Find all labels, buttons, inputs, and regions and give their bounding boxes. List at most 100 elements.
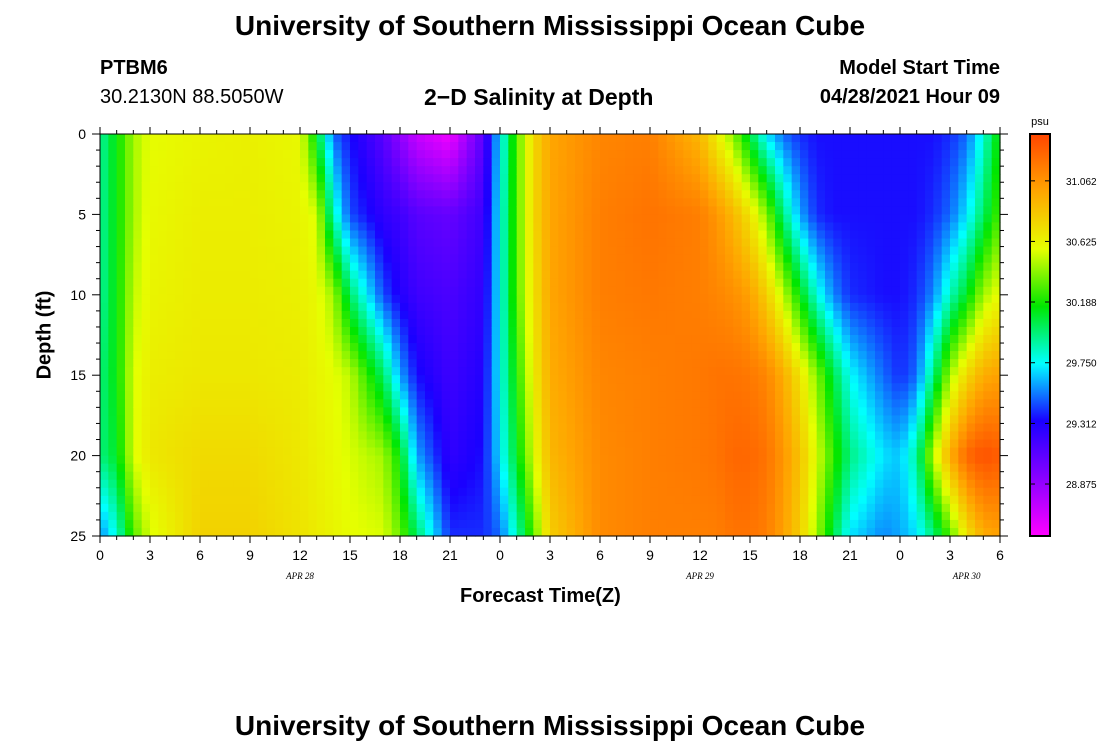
heatmap-cell	[200, 190, 209, 199]
heatmap-cell	[533, 423, 543, 433]
heatmap-cell	[341, 158, 351, 167]
heatmap-cell	[883, 302, 893, 312]
heatmap-cell	[766, 367, 776, 376]
heatmap-cell	[833, 487, 843, 497]
heatmap-cell	[308, 206, 318, 215]
heatmap-cell	[841, 359, 851, 368]
heatmap-cell	[891, 270, 901, 280]
heatmap-cell	[825, 166, 834, 175]
heatmap-cell	[758, 270, 768, 280]
heatmap-cell	[416, 310, 426, 320]
heatmap-cell	[216, 174, 226, 183]
heatmap-cell	[350, 150, 359, 159]
heatmap-cell	[600, 463, 609, 473]
heatmap-cell	[650, 439, 659, 449]
heatmap-cell	[908, 431, 918, 441]
heatmap-cell	[183, 383, 193, 392]
heatmap-cell	[491, 487, 501, 497]
heatmap-cell	[733, 495, 743, 505]
heatmap-cell	[750, 431, 759, 441]
heatmap-cell	[658, 182, 668, 191]
heatmap-cell	[583, 391, 593, 400]
heatmap-cell	[541, 423, 551, 433]
heatmap-cell	[216, 150, 226, 159]
heatmap-cell	[833, 230, 843, 240]
heatmap-cell	[591, 326, 601, 336]
heatmap-cell	[658, 527, 668, 537]
heatmap-cell	[183, 206, 193, 215]
heatmap-cell	[883, 343, 893, 352]
heatmap-cell	[741, 415, 751, 425]
heatmap-cell	[550, 326, 559, 336]
heatmap-cell	[116, 343, 126, 352]
heatmap-cell	[841, 230, 851, 240]
heatmap-cell	[508, 310, 518, 320]
heatmap-cell	[100, 519, 109, 529]
heatmap-cell	[133, 367, 143, 376]
heatmap-cell	[716, 174, 726, 183]
heatmap-cell	[516, 214, 526, 224]
heatmap-cell	[116, 431, 126, 441]
heatmap-cell	[625, 351, 634, 360]
heatmap-cell	[241, 230, 251, 240]
heatmap-cell	[616, 463, 626, 473]
heatmap-cell	[125, 431, 134, 441]
heatmap-cell	[333, 182, 343, 191]
heatmap-cell	[866, 359, 876, 368]
heatmap-cell	[791, 455, 801, 465]
heatmap-cell	[291, 214, 301, 224]
heatmap-cell	[891, 254, 901, 264]
heatmap-cell	[216, 359, 226, 368]
heatmap-cell	[525, 343, 534, 352]
heatmap-cell	[558, 351, 568, 360]
heatmap-cell	[516, 134, 526, 143]
heatmap-cell	[850, 447, 859, 457]
heatmap-cell	[891, 302, 901, 312]
heatmap-cell	[633, 270, 643, 280]
heatmap-cell	[733, 134, 743, 143]
heatmap-cell	[758, 455, 768, 465]
heatmap-cell	[216, 455, 226, 465]
heatmap-cell	[116, 286, 126, 296]
heatmap-cell	[841, 343, 851, 352]
heatmap-cell	[408, 166, 418, 175]
heatmap-cell	[608, 495, 618, 505]
heatmap-cell	[175, 343, 184, 352]
heatmap-cell	[841, 214, 851, 224]
heatmap-cell	[391, 399, 401, 408]
heatmap-cell	[350, 415, 359, 425]
heatmap-cell	[300, 415, 309, 425]
heatmap-cell	[250, 190, 259, 199]
heatmap-cell	[883, 423, 893, 433]
heatmap-cell	[241, 495, 251, 505]
heatmap-cell	[725, 230, 734, 240]
heatmap-cell	[366, 503, 376, 513]
heatmap-cell	[675, 214, 684, 224]
heatmap-cell	[416, 166, 426, 175]
heatmap-cell	[125, 351, 134, 360]
heatmap-cell	[208, 383, 218, 392]
heatmap-cell	[200, 278, 209, 288]
heatmap-cell	[850, 206, 859, 215]
heatmap-cell	[883, 519, 893, 529]
heatmap-cell	[175, 254, 184, 264]
heatmap-cell	[100, 142, 109, 151]
heatmap-cell	[725, 487, 734, 497]
heatmap-cell	[791, 439, 801, 449]
heatmap-cell	[816, 343, 826, 352]
heatmap-cell	[400, 455, 409, 465]
heatmap-cell	[833, 439, 843, 449]
heatmap-cell	[858, 310, 868, 320]
heatmap-cell	[441, 294, 451, 304]
heatmap-cell	[141, 359, 151, 368]
heatmap-cell	[408, 286, 418, 296]
heatmap-cell	[208, 455, 218, 465]
heatmap-cell	[391, 471, 401, 481]
heatmap-cell	[850, 375, 859, 384]
heatmap-cell	[600, 302, 609, 312]
heatmap-cell	[366, 286, 376, 296]
heatmap-cell	[391, 294, 401, 304]
heatmap-cell	[433, 503, 443, 513]
heatmap-cell	[416, 431, 426, 441]
heatmap-cell	[575, 254, 584, 264]
